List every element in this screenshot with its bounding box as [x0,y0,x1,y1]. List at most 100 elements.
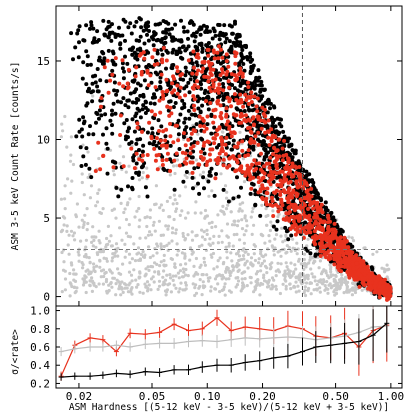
red-point [315,204,320,208]
red-point [335,265,340,270]
gray-point [302,291,306,295]
gray-point [104,243,109,247]
black-point [92,36,97,41]
red-point [326,224,331,229]
gray-point [220,229,224,233]
black-point [121,96,126,101]
black-point [263,179,268,183]
red-point [207,85,212,90]
black-point [130,100,135,105]
gray-point [63,269,67,273]
red-point [142,56,147,61]
red-point [152,146,157,151]
gray-point [112,207,116,211]
red-point [315,208,320,213]
gray-point [279,254,283,258]
gray-point [336,283,340,287]
red-point [340,247,345,252]
gray-point [288,282,292,286]
red-point [153,85,158,90]
red-point [140,158,145,163]
red-point [229,72,234,77]
red-point [206,53,211,58]
red-point [227,126,232,131]
gray-point [110,259,114,263]
black-point [301,167,305,172]
red-point [263,120,268,125]
black-point [137,148,141,152]
gray-point [350,236,354,240]
red-point [221,157,226,162]
gray-point [98,259,102,263]
gray-point [108,268,112,272]
black-point [201,175,206,180]
red-point [220,55,225,60]
red-point [373,281,378,286]
red-point [169,111,174,116]
gray-point [93,269,97,274]
red-point [266,118,271,123]
gray-point [334,291,339,296]
black-point [152,139,157,144]
gray-point [158,206,162,210]
black-point [91,26,96,31]
gray-point [194,200,198,204]
red-point [190,170,195,175]
gray-point [225,196,229,200]
gray-point [147,245,151,249]
gray-point [300,262,304,266]
red-point [121,84,126,89]
black-point [263,101,268,105]
bottom-y-axis-label: σ/<rate> [10,329,21,375]
red-point [287,186,292,191]
gray-point [213,287,217,291]
black-point [195,63,200,68]
black-point [218,77,223,82]
black-point [202,91,207,95]
red-point [342,251,347,256]
gray-point [60,290,64,294]
red-point [164,58,169,63]
gray-point [165,199,169,203]
gray-point [66,177,70,181]
red-point [161,46,166,50]
black-point [212,28,217,33]
red-point [251,139,256,144]
red-point [249,130,254,135]
gray-point [162,253,166,257]
gray-point [143,282,147,286]
gray-point [169,276,173,280]
red-point [315,200,320,205]
gray-point [244,229,248,233]
gray-point [348,289,352,293]
gray-point [129,273,134,277]
red-point [266,135,271,140]
black-point [146,50,151,55]
gray-point [175,201,179,206]
red-point [195,141,200,145]
black-point [233,21,237,26]
gray-point [174,231,178,235]
red-point [272,146,277,151]
red-point [200,60,205,65]
black-point [181,25,186,30]
gray-point [325,280,329,284]
red-point [165,151,170,156]
red-point [243,113,248,118]
black-point [230,31,235,36]
red-point [247,171,252,176]
black-point [88,124,92,129]
black-point [323,200,328,205]
gray-point [225,256,229,260]
red-point [149,134,154,139]
red-point [217,151,222,156]
red-point [352,276,357,281]
gray-point [249,256,254,260]
y-tick-label: 0 [43,291,50,304]
gray-point [183,173,187,177]
gray-point [184,262,188,266]
black-point [231,196,236,201]
black-point [164,30,169,35]
black-point [206,179,211,184]
red-point [286,180,291,185]
